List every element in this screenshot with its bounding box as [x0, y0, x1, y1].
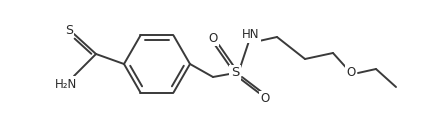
Text: S: S: [231, 67, 239, 79]
Text: O: O: [208, 31, 218, 45]
Text: H₂N: H₂N: [55, 77, 77, 91]
Text: HN: HN: [242, 29, 260, 41]
Text: O: O: [261, 92, 269, 106]
Text: O: O: [346, 67, 356, 79]
Text: S: S: [65, 23, 73, 37]
